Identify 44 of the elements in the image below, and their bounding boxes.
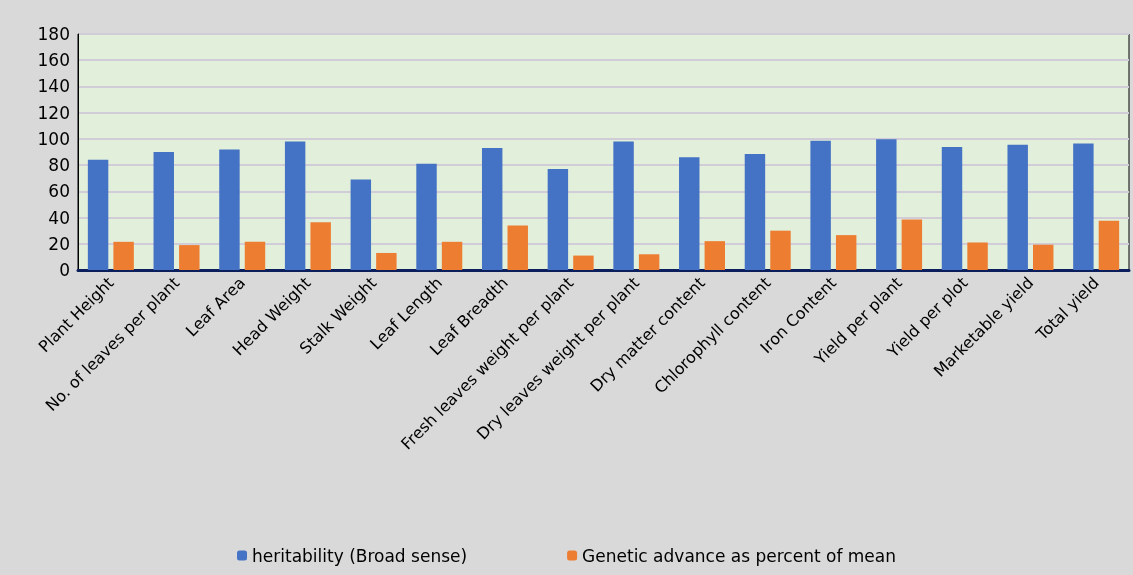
bar [1073,143,1094,270]
bar [901,219,923,270]
bar [481,148,503,270]
bar [547,169,569,270]
bar [244,241,266,270]
bar [876,139,897,270]
bar [507,225,528,270]
bar [770,230,791,270]
bar [179,245,200,270]
y-tick-label: 80 [48,155,70,176]
bar [441,241,463,270]
bar [310,222,331,270]
bar [679,157,700,270]
bar [113,241,134,270]
y-tick-label: 120 [37,102,70,123]
bar [416,163,437,270]
bar [613,141,634,270]
bar [1007,144,1028,270]
bar [284,141,306,270]
bar [638,254,660,270]
bar [744,153,766,270]
y-tick-label: 40 [48,207,70,228]
bar [1033,244,1054,270]
bar [810,140,831,270]
y-tick-label: 140 [37,76,70,97]
bar [1098,220,1120,270]
y-tick-label: 160 [37,50,70,71]
y-tick-label: 0 [59,260,70,280]
bar [573,255,594,270]
bar [835,235,857,270]
legend-label: Genetic advance as percent of mean [582,545,896,566]
y-tick-label: 60 [48,181,70,202]
bar [153,152,174,270]
bar [941,147,963,270]
legend-label: heritability (Broad sense) [252,545,468,566]
bar [350,179,372,270]
y-tick-label: 20 [48,233,70,254]
bar [967,242,988,270]
y-tick-label: 100 [37,128,70,149]
bar [376,252,397,270]
bar [87,159,109,270]
bar [704,241,726,270]
y-tick-label: 180 [37,24,70,44]
bar [219,149,240,270]
